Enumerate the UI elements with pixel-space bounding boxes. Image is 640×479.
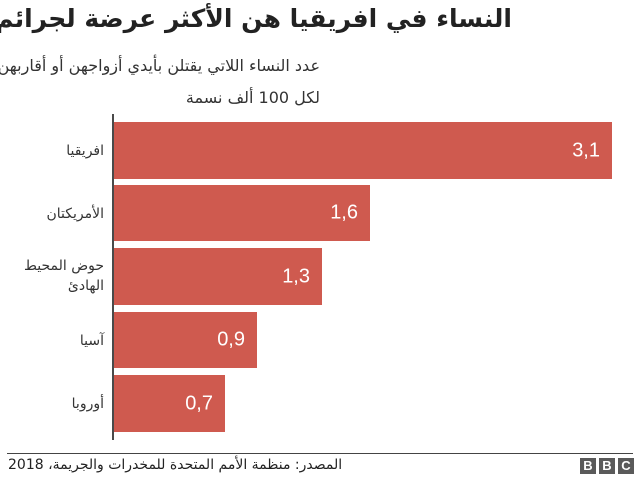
source-note: المصدر: منظمة الأمم المتحدة للمخدرات وال…	[8, 457, 343, 473]
category-label: افريقيا	[66, 143, 104, 159]
chart-title: النساء في افريقيا هن الأكثر عرضة لجرائم …	[0, 4, 512, 33]
bar-americas: 1,6	[114, 185, 370, 241]
footer-divider	[7, 453, 633, 454]
category-label: أوروبا	[71, 396, 104, 412]
category-label: آسيا	[79, 333, 104, 349]
bbc-logo: B B C	[580, 458, 634, 474]
y-axis-line	[112, 114, 114, 440]
category-label: الأمريكتان	[46, 206, 105, 222]
value-label: 1,3	[282, 265, 310, 287]
category-label: حوض المحيط الهادئ	[23, 258, 104, 294]
value-label: 3,1	[572, 139, 600, 161]
chart-subtitle: عدد النساء اللاتي يقتلن بأيدي أزواجهن أو…	[0, 50, 320, 114]
value-label: 0,7	[185, 392, 213, 414]
bar-asia: 0,9	[114, 312, 257, 368]
subtitle-line-1: عدد النساء اللاتي يقتلن بأيدي أزواجهن أو…	[0, 56, 320, 75]
bar-pacific: 1,3	[114, 248, 322, 305]
subtitle-line-2: لكل 100 ألف نسمة	[185, 88, 320, 107]
value-label: 0,9	[217, 328, 245, 351]
value-label: 1,6	[330, 201, 358, 224]
bar-europe: 0,7	[114, 375, 225, 432]
bar-africa: 3,1	[114, 122, 612, 179]
